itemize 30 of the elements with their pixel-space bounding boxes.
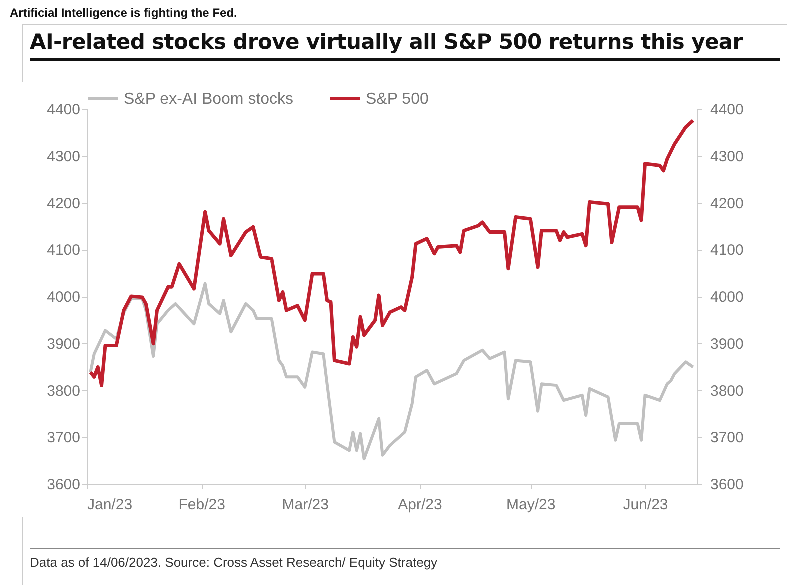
- text: Data as of 14/06/2023. Source: Cross Asset Research/ Equity Strategy: [30, 548, 780, 570]
- y2-tick-label: 3800: [710, 382, 744, 400]
- y2-tick-label: 4100: [710, 242, 744, 260]
- y-tick-label: 4100: [47, 242, 80, 260]
- chart-subtitle: AI-related stocks drove virtually all S&P 500 returns this year: [30, 30, 780, 61]
- y2-tick-label: 3700: [710, 430, 744, 447]
- x-tick-label: Mar/23: [282, 496, 329, 514]
- y2-tick-label: 4300: [710, 148, 744, 166]
- y-tick-label: 3600: [47, 476, 80, 494]
- legend-label: S&P ex-AI Boom stocks: [124, 90, 294, 108]
- line-series: [88, 118, 696, 388]
- y-tick-label: 4000: [47, 289, 80, 306]
- y-tick-label: 4400: [47, 102, 80, 118]
- y2-tick-label: 4400: [710, 102, 744, 118]
- x-tick-label: May/23: [506, 496, 556, 514]
- y-tick-label: 4200: [47, 195, 80, 212]
- chart-title: Artificial Intelligence is fighting the Fed.: [10, 6, 238, 20]
- x-tick-label: Jun/23: [623, 496, 668, 514]
- x-tick-label: Jan/23: [88, 496, 133, 514]
- y-tick-label: 3800: [47, 382, 80, 400]
- x-tick-label: Feb/23: [178, 496, 226, 514]
- y2-tick-label: 3600: [710, 476, 744, 494]
- y2-tick-label: 3900: [710, 336, 744, 353]
- y2-tick-label: 4000: [710, 289, 744, 306]
- x-tick-label: Apr/23: [398, 496, 442, 514]
- y-tick-label: 3700: [47, 430, 80, 447]
- y-tick-label: 3900: [47, 336, 80, 353]
- legend-label: S&P 500: [366, 90, 429, 108]
- y-tick-label: 4300: [47, 148, 80, 166]
- y2-tick-label: 4200: [710, 195, 744, 212]
